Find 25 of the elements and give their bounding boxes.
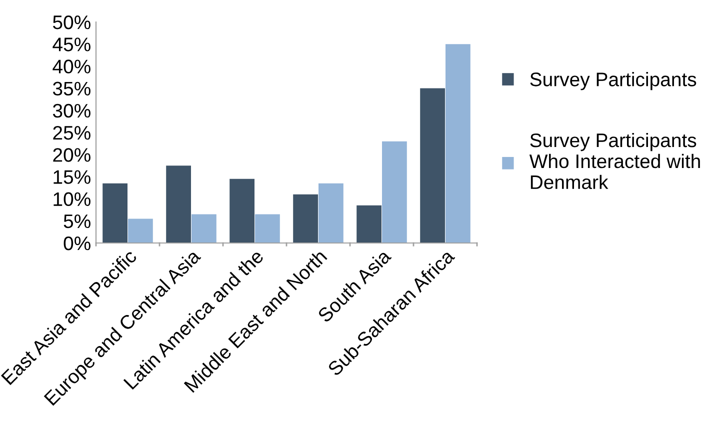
legend-label: Survey Participants <box>530 72 696 90</box>
y-tick-label: 30% <box>52 104 90 118</box>
bar <box>255 214 280 243</box>
y-tick-label: 5% <box>64 214 90 228</box>
y-tick-label: 0% <box>64 236 90 250</box>
bar <box>166 166 191 243</box>
bar <box>293 194 318 243</box>
y-tick-label: 15% <box>54 170 90 184</box>
y-tick-label: 20% <box>53 148 90 162</box>
y-tick-label: 50% <box>53 15 90 30</box>
bar <box>356 205 382 243</box>
bar <box>446 44 470 243</box>
y-tick-label: 35% <box>52 82 90 96</box>
bar <box>318 183 344 243</box>
bar <box>420 88 445 243</box>
bar <box>230 178 254 243</box>
bar <box>382 141 407 243</box>
y-tick-label: 45% <box>52 38 90 52</box>
bar <box>128 218 153 243</box>
bar <box>192 214 216 243</box>
bar <box>102 183 128 243</box>
y-tick-label: 10% <box>54 192 90 206</box>
y-tick-label: 25% <box>53 126 90 140</box>
y-tick-label: 40% <box>52 60 90 74</box>
legend-label: Survey Participants Who Interacted with Denmark <box>529 132 700 190</box>
